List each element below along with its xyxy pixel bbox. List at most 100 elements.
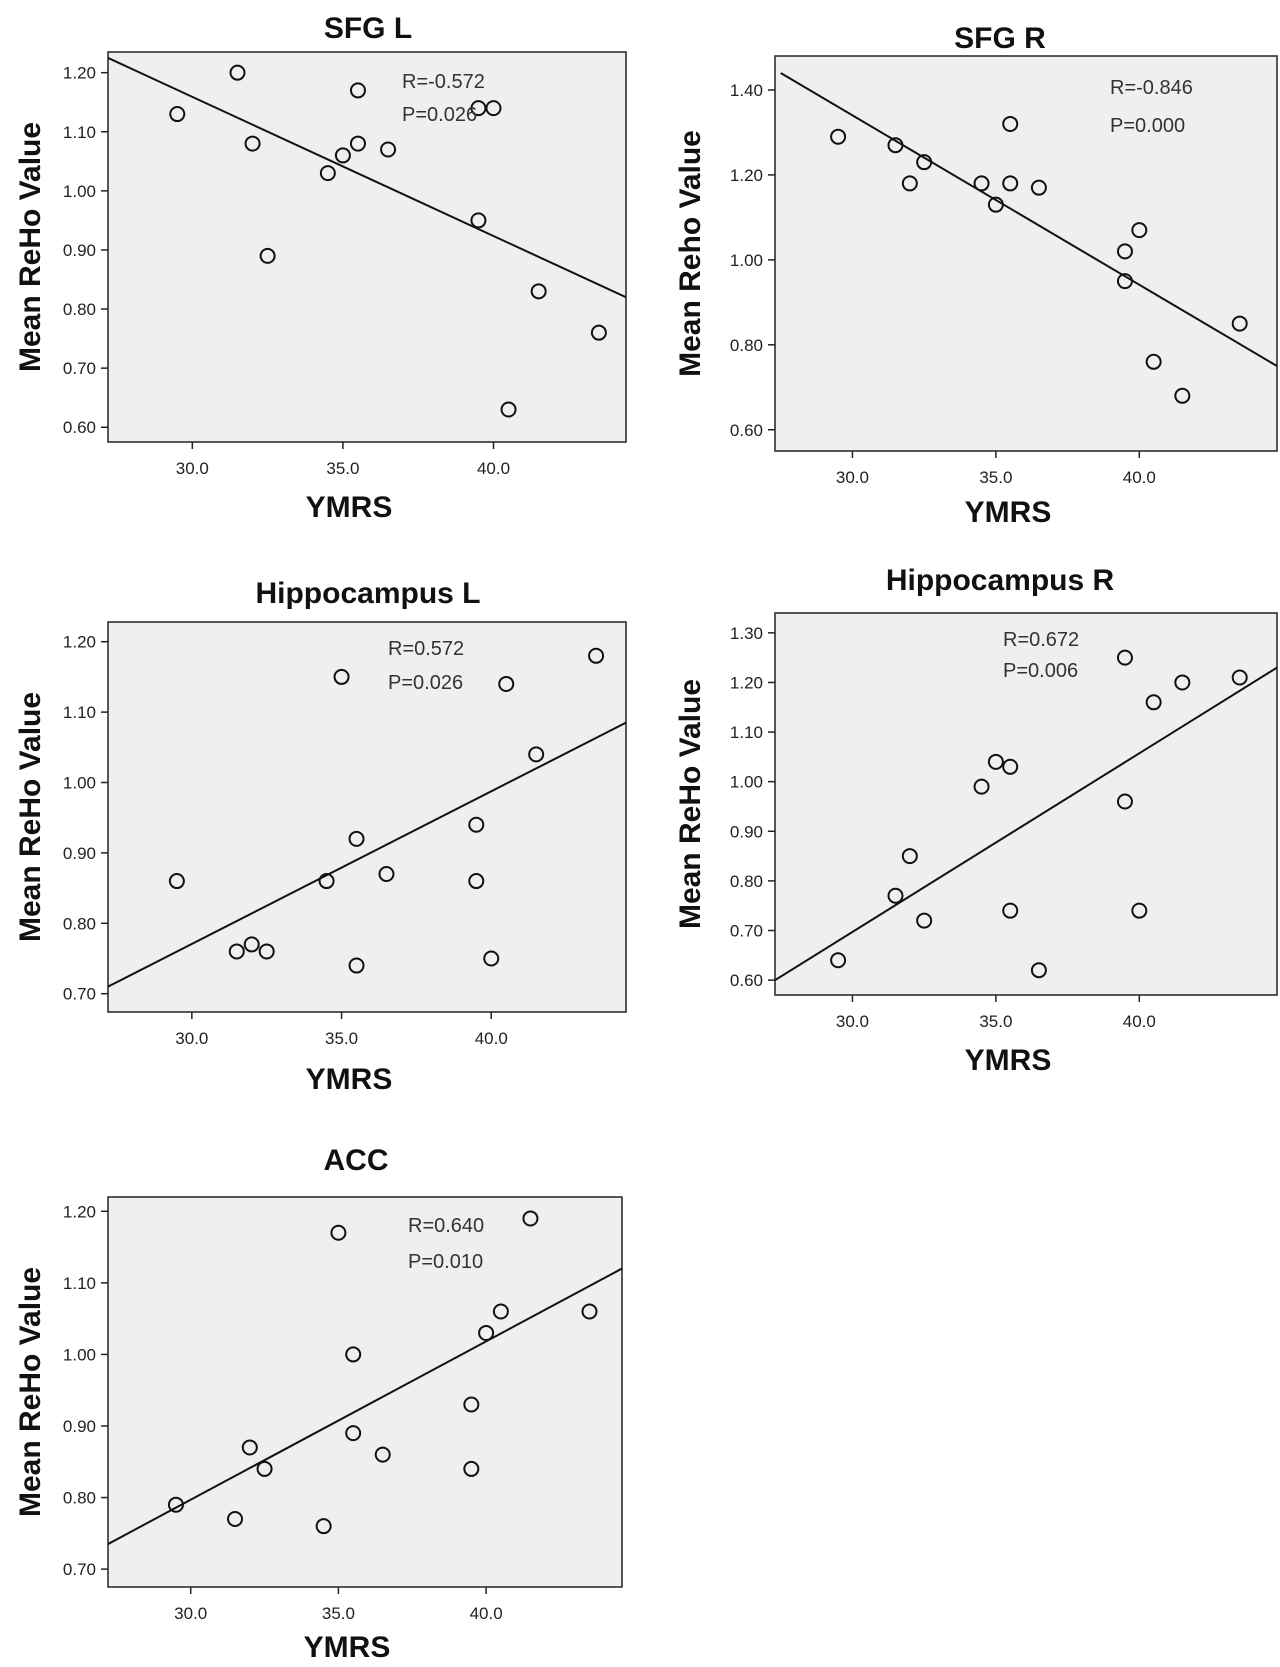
- stat-p-label: P=0.026: [402, 104, 477, 126]
- data-point: [485, 100, 502, 117]
- regression-line: [108, 57, 626, 299]
- data-point: [588, 647, 605, 664]
- data-point: [470, 100, 487, 117]
- y-axis-label: Mean ReHo Value: [14, 1267, 47, 1517]
- data-point: [973, 175, 990, 192]
- data-point: [916, 154, 933, 171]
- data-point: [318, 873, 335, 890]
- data-point: [319, 165, 336, 182]
- data-point: [1145, 694, 1162, 711]
- x-tick-label: 35.0: [325, 1029, 358, 1048]
- y-tick-label: 0.80: [730, 872, 763, 891]
- data-point: [463, 1396, 480, 1413]
- data-point: [887, 137, 904, 154]
- y-tick-label: 1.10: [730, 723, 763, 742]
- data-point: [463, 1460, 480, 1477]
- y-tick-label: 1.20: [63, 64, 96, 83]
- data-point: [468, 873, 485, 890]
- data-point: [492, 1303, 509, 1320]
- data-point: [243, 936, 260, 953]
- data-point: [916, 912, 933, 929]
- x-tick-label: 40.0: [475, 1029, 508, 1048]
- data-point: [500, 401, 517, 418]
- data-point: [987, 196, 1004, 213]
- regression-line: [780, 72, 1277, 367]
- data-point: [1116, 649, 1133, 666]
- data-point: [987, 753, 1004, 770]
- y-tick-label: 1.20: [63, 633, 96, 652]
- data-point: [227, 1511, 244, 1528]
- y-axis-label: Mean ReHo Value: [14, 122, 47, 372]
- stat-r-label: R=-0.572: [402, 71, 485, 93]
- data-point: [1116, 243, 1133, 260]
- y-tick-label: 1.00: [730, 773, 763, 792]
- y-tick-label: 1.10: [63, 703, 96, 722]
- regression-line: [775, 666, 1277, 981]
- data-point: [374, 1446, 391, 1463]
- data-point: [315, 1518, 332, 1535]
- data-point: [333, 668, 350, 685]
- y-axis-label: Mean Reho Value: [674, 130, 707, 377]
- y-tick-label: 1.00: [63, 182, 96, 201]
- data-point: [498, 675, 515, 692]
- x-tick-label: 35.0: [322, 1604, 355, 1623]
- y-tick-label: 1.20: [63, 1202, 96, 1221]
- data-point: [330, 1224, 347, 1241]
- x-tick-label: 35.0: [979, 1012, 1012, 1031]
- data-point: [241, 1439, 258, 1456]
- data-point: [169, 106, 186, 123]
- data-point: [1002, 175, 1019, 192]
- stat-r-label: R=0.640: [408, 1215, 484, 1237]
- data-point: [1116, 273, 1133, 290]
- data-point: [244, 135, 261, 152]
- data-point: [167, 1496, 184, 1513]
- data-point: [229, 64, 246, 81]
- data-point: [530, 283, 547, 300]
- x-tick-label: 30.0: [174, 1604, 207, 1623]
- chart-title: SFG R: [954, 22, 1046, 55]
- data-point: [259, 247, 276, 264]
- x-tick-label: 30.0: [836, 1012, 869, 1031]
- y-tick-label: 0.60: [63, 418, 96, 437]
- data-point: [1002, 902, 1019, 919]
- data-point: [349, 82, 366, 99]
- regression-line: [108, 721, 626, 988]
- data-point: [256, 1460, 273, 1477]
- plot-area: [107, 1196, 623, 1588]
- stat-r-label: R=-0.846: [1110, 77, 1193, 99]
- stat-p-label: P=0.000: [1110, 115, 1185, 137]
- data-point: [478, 1324, 495, 1341]
- y-tick-label: 0.90: [63, 844, 96, 863]
- data-point: [901, 175, 918, 192]
- y-tick-label: 1.00: [63, 774, 96, 793]
- chart-panel-3: 0.70 0.80 0.90 1.00 1.10 1.20 30.0 35.0 40.0 R=0.…: [14, 577, 627, 1096]
- data-point: [345, 1346, 362, 1363]
- y-tick-label: 0.90: [730, 822, 763, 841]
- y-tick-label: 0.60: [730, 971, 763, 990]
- stat-r-label: R=0.672: [1003, 629, 1079, 651]
- data-point: [1231, 315, 1248, 332]
- x-tick-label: 30.0: [836, 468, 869, 487]
- x-tick-label: 40.0: [1123, 1012, 1156, 1031]
- data-point: [528, 746, 545, 763]
- x-tick-label: 35.0: [979, 468, 1012, 487]
- chart-panel-2: 0.60 0.80 1.00 1.20 1.40 30.0 35.0 40.0 R=-0.846…: [674, 22, 1278, 529]
- y-tick-label: 0.80: [63, 914, 96, 933]
- data-point: [590, 324, 607, 341]
- data-point: [901, 848, 918, 865]
- x-axis-label: YMRS: [306, 1063, 393, 1096]
- data-point: [470, 212, 487, 229]
- plot-area: [774, 55, 1278, 452]
- chart-title: Hippocampus R: [886, 564, 1115, 597]
- stat-r-label: R=0.572: [388, 638, 464, 660]
- data-point: [1116, 793, 1133, 810]
- data-point: [1030, 962, 1047, 979]
- y-tick-label: 0.70: [730, 922, 763, 941]
- data-point: [973, 778, 990, 795]
- x-axis-label: YMRS: [965, 1044, 1052, 1077]
- y-axis-label: Mean ReHo Value: [14, 692, 47, 942]
- data-point: [522, 1210, 539, 1227]
- y-tick-label: 1.10: [63, 123, 96, 142]
- y-tick-label: 1.40: [730, 81, 763, 100]
